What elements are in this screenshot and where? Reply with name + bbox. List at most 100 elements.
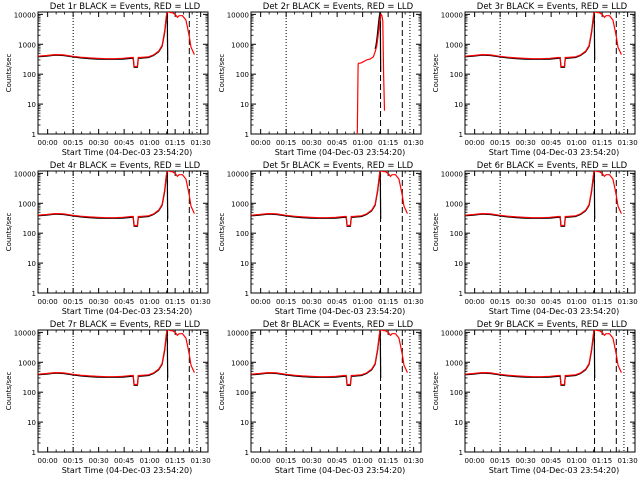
detector-plot-1: Det 1r BLACK = Events, RED = LLD 1 10 100 10… [5,2,211,157]
series-line-lld [38,12,195,68]
y-axis-label: Counts/sec [5,372,13,411]
y-axis-label: Counts/sec [432,54,440,93]
y-tick-label: 1 [32,449,36,457]
x-tick-label: 01:00 [140,139,160,147]
x-tick-label: 01:00 [353,139,373,147]
x-axis-label: Start Time (04-Dec-03 23:54:20) [275,148,406,157]
detector-plot-7: Det 7r BLACK = Events, RED = LLD 1 10 100 10… [5,320,211,475]
x-tick-label: 01:15 [592,457,612,465]
x-tick-label: 01:00 [353,298,373,306]
x-tick-label: 00:30 [516,139,536,147]
y-tick-label: 1000 [231,359,249,367]
y-tick-label: 10 [454,101,463,109]
y-tick-label: 10000 [14,170,36,178]
x-tick-label: 01:00 [567,457,587,465]
x-tick-label: 01:00 [567,139,587,147]
x-tick-label: 01:15 [165,298,185,306]
y-tick-label: 100 [23,230,36,238]
x-tick-label: 01:30 [404,139,424,147]
plot-title: Det 5r BLACK = Events, RED = LLD [263,161,414,171]
series-line-events [38,330,169,386]
y-tick-label: 10 [240,260,249,268]
detector-plot-4: Det 4r BLACK = Events, RED = LLD 1 10 100 10… [5,161,211,316]
plot-area [38,171,198,293]
x-tick-label: 01:15 [378,298,398,306]
series-line-lld [465,12,622,68]
series-line-events [251,171,382,227]
y-tick-label: 1 [32,290,36,298]
x-tick-label: 00:15 [276,139,296,147]
y-tick-label: 10000 [441,329,463,337]
plot-frame [250,11,422,135]
series-line-events [374,12,382,72]
y-tick-label: 10 [454,419,463,427]
y-tick-label: 100 [450,71,463,79]
y-tick-label: 1000 [445,359,463,367]
x-tick-label: 01:00 [353,457,373,465]
detector-plot-3: Det 3r BLACK = Events, RED = LLD 1 10 100 10… [432,2,638,157]
x-axis-label: Start Time (04-Dec-03 23:54:20) [489,307,620,316]
x-tick-label: 00:45 [114,298,134,306]
y-tick-label: 10 [240,419,249,427]
x-tick-label: 00:30 [302,139,322,147]
x-tick-label: 00:15 [490,298,510,306]
x-tick-label: 00:30 [89,298,109,306]
x-tick-label: 01:15 [165,457,185,465]
x-tick-label: 00:00 [38,139,58,147]
plot-title: Det 3r BLACK = Events, RED = LLD [477,2,628,12]
x-tick-label: 01:30 [404,457,424,465]
y-tick-label: 10000 [441,11,463,19]
plot-area [465,330,625,452]
x-tick-label: 00:00 [465,457,485,465]
y-axis-label: Counts/sec [432,372,440,411]
y-tick-label: 100 [236,389,249,397]
y-tick-label: 10000 [14,11,36,19]
x-tick-label: 01:30 [191,298,211,306]
detector-plot-9: Det 9r BLACK = Events, RED = LLD 1 10 100 10… [432,320,638,475]
x-tick-label: 00:15 [490,457,510,465]
series-line-events [38,12,169,68]
x-tick-label: 00:00 [251,298,271,306]
plot-frame [37,329,209,453]
y-tick-label: 1000 [445,41,463,49]
y-tick-label: 10000 [227,329,249,337]
x-axis-label: Start Time (04-Dec-03 23:54:20) [62,148,193,157]
x-tick-label: 01:30 [618,139,638,147]
plot-title: Det 4r BLACK = Events, RED = LLD [50,161,201,171]
x-tick-label: 00:45 [541,298,561,306]
y-axis-label: Counts/sec [5,54,13,93]
x-tick-label: 00:30 [89,457,109,465]
x-tick-label: 00:45 [114,457,134,465]
x-tick-label: 01:30 [618,298,638,306]
y-axis-label: Counts/sec [218,372,226,411]
x-tick-label: 00:00 [38,457,58,465]
plot-title: Det 8r BLACK = Events, RED = LLD [263,320,414,330]
y-tick-label: 100 [236,230,249,238]
y-tick-label: 1 [459,290,463,298]
series-line-events [38,171,169,227]
series-line-lld [465,171,622,227]
x-tick-label: 00:00 [251,457,271,465]
x-tick-label: 00:15 [63,298,83,306]
y-axis-label: Counts/sec [432,213,440,252]
x-tick-label: 01:30 [618,457,638,465]
x-tick-label: 00:15 [63,457,83,465]
x-tick-label: 00:45 [327,457,347,465]
y-tick-label: 1 [32,131,36,139]
x-tick-label: 00:30 [302,298,322,306]
plot-area [251,171,411,293]
plot-area [38,12,198,134]
x-tick-label: 00:00 [251,139,271,147]
x-tick-label: 01:30 [191,139,211,147]
x-tick-label: 00:30 [516,457,536,465]
x-tick-label: 00:45 [327,298,347,306]
x-tick-label: 00:45 [114,139,134,147]
y-tick-label: 10 [27,260,36,268]
x-tick-label: 01:15 [378,139,398,147]
y-tick-label: 10000 [14,329,36,337]
series-line-lld [38,330,195,386]
plot-title: Det 2r BLACK = Events, RED = LLD [263,2,414,12]
plot-frame [37,170,209,294]
y-tick-label: 1000 [18,359,36,367]
x-tick-label: 01:30 [191,457,211,465]
